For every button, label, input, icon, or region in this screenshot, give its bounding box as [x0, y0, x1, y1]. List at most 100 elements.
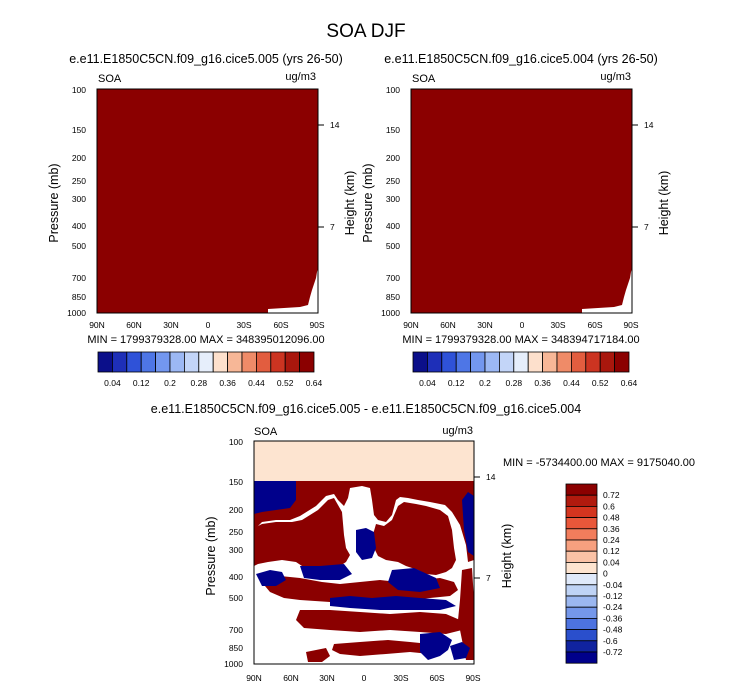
panel-1-colorbar-label: 0.12: [133, 378, 150, 388]
panel-2-title: e.e11.E1850C5CN.f09_g16.cice5.004 (yrs 2…: [384, 52, 658, 66]
panel-3-colorbar-label: -0.72: [603, 647, 623, 657]
panel-3-xtick: 30S: [393, 673, 408, 683]
panel-2-units-label: ug/m3: [600, 71, 631, 83]
panel-2-ylabel: Pressure (mb): [361, 163, 375, 242]
panel-1-colorbar-box: [255, 351, 272, 373]
panel-3-positive-region: [254, 498, 350, 570]
panel-2-colorbar-label: 0.44: [563, 378, 580, 388]
panel-2-colorbar-box: [484, 351, 500, 373]
panel-1-xticks: 90N 60N 30N 0 30S 60S 90S: [89, 320, 325, 330]
panel-3-positive-region: [306, 648, 330, 662]
panel-3-negative-region: [330, 596, 456, 610]
panel-3-colorbar-box: [565, 539, 598, 552]
panel-2-colorbar-box: [556, 351, 572, 373]
panel-3-colorbar-box: [565, 618, 598, 631]
panel-1-ylabel-right: Height (km): [343, 171, 357, 236]
panel-1-colorbar-box: [140, 351, 156, 373]
panel-1-title: e.e11.E1850C5CN.f09_g16.cice5.005 (yrs 2…: [69, 52, 343, 66]
panel-3-colorbar-box: [565, 651, 598, 664]
panel-3-colorbar-box: [565, 562, 598, 575]
panel-2-colorbar-label: 0.28: [506, 378, 523, 388]
panel-3-title: e.e11.E1850C5CN.f09_g16.cice5.005 - e.e1…: [151, 402, 581, 416]
panel-1-ytick: 200: [72, 153, 86, 163]
panel-3-plot-frame: [253, 440, 475, 665]
panel-3-colorbar-label: 0.36: [603, 524, 620, 534]
panel-1-ytick: 100: [72, 85, 86, 95]
panel-1-xtick: 90N: [89, 320, 105, 330]
panel-1-xtick: 30N: [163, 320, 179, 330]
panel-3-xtick: 90N: [246, 673, 262, 683]
panel-3-colorbar-label: 0.24: [603, 535, 620, 545]
panel-1-xtick: 60N: [126, 320, 142, 330]
panel-1-colorbar-box: [126, 351, 142, 373]
panel-3-xtick: 60N: [283, 673, 299, 683]
panel-1-colorbar-label: 0.36: [219, 378, 236, 388]
panel-1-colorbar-box: [299, 351, 315, 373]
panel-1-colorbar-label: 0.64: [306, 378, 323, 388]
panel-1-ytick: 400: [72, 221, 86, 231]
panel-3-colorbar-box: [565, 629, 598, 642]
panel-3-xtick: 60S: [429, 673, 444, 683]
panel-1-colorbar-box: [112, 351, 128, 373]
panel-2-ytick: 1000: [381, 308, 400, 318]
panel-2-colorbar-box: [470, 351, 486, 373]
panel-2-colorbar-box: [571, 351, 587, 373]
panel-2-xtick: 60S: [587, 320, 602, 330]
panel-1-colorbar-label: 0.2: [164, 378, 176, 388]
panel-2-ytick: 150: [386, 125, 400, 135]
panel-2-ytick: 200: [386, 153, 400, 163]
panel-3-colorbar-box: [565, 595, 598, 608]
panel-2-colorbar-box: [599, 351, 616, 373]
panel-1-xtick: 0: [206, 320, 211, 330]
panel-1-ytick: 300: [72, 194, 86, 204]
panel-3-colorbar-box: [565, 573, 598, 586]
panel-2-colorbar-box: [513, 351, 529, 373]
panel-2-min-max: MIN = 1799379328.00 MAX = 348394717184.0…: [402, 334, 639, 346]
panel-3-ytick-right: 7: [486, 573, 491, 583]
panel-1-ytick: 250: [72, 176, 86, 186]
figure-title: SOA DJF: [326, 21, 405, 42]
panel-2-colorbar-box: [498, 351, 515, 373]
panel-1-colorbar-box: [241, 351, 257, 373]
panel-2-xtick: 90N: [403, 320, 419, 330]
panel-1-yticks: 100 150 200 250 300 400 500 700 850 1000: [67, 85, 86, 318]
panel-3-ytick: 700: [229, 625, 243, 635]
panel-1-colorbar-box: [155, 351, 171, 373]
panel-2-colorbar-label: 0.64: [621, 378, 638, 388]
panel-2-colorbar-box: [455, 351, 472, 373]
panel-3-negative-region: [450, 642, 470, 660]
panel-1-plot-frame: [96, 88, 319, 314]
panel-3-colorbar-label: -0.24: [603, 602, 623, 612]
panel-3-positive-region: [458, 568, 474, 660]
panel-3-colorbar-box: [565, 550, 598, 563]
panel-3-ylabel: Pressure (mb): [204, 516, 218, 595]
panel-3-colorbar-box: [565, 483, 598, 496]
panel-3-negative-region: [356, 528, 376, 560]
panel-3-ytick: 200: [229, 505, 243, 515]
panel-3-colorbar-box: [565, 640, 598, 653]
panel-2-variable-label: SOA: [412, 73, 436, 85]
panel-1-units-label: ug/m3: [285, 71, 316, 83]
panel-3-xticks: 90N 60N 30N 0 30S 60S 90S: [246, 673, 481, 683]
panel-3-colorbar-label: 0.04: [603, 557, 620, 567]
panel-3-upper-band: [254, 441, 474, 481]
panel-1-colorbar-box: [183, 351, 200, 373]
panel-3-xtick: 90S: [465, 673, 480, 683]
panel-2-colorbar-label: 0.2: [479, 378, 491, 388]
panel-3-colorbar-box: [565, 517, 598, 530]
panel-3-ytick: 1000: [224, 659, 243, 669]
panel-1-colorbar-label: 0.52: [277, 378, 294, 388]
panel-3-colorbar-box: [565, 606, 598, 619]
panel-3-colorbar-label: -0.04: [603, 580, 623, 590]
panel-2-ytick: 500: [386, 241, 400, 251]
panel-2-xtick: 60N: [440, 320, 456, 330]
panel-3-colorbar-box: [565, 528, 598, 541]
panel-2-plot-frame: [410, 88, 633, 314]
panel-1-surface-corner: [268, 268, 318, 313]
panel-1-ytick: 500: [72, 241, 86, 251]
panel-1-field: [97, 89, 318, 313]
panel-1-colorbar-box: [97, 351, 113, 373]
panel-1-ytick: 850: [72, 292, 86, 302]
panel-2-xticks: 90N 60N 30N 0 30S 60S 90S: [403, 320, 639, 330]
panel-3-ytick: 500: [229, 593, 243, 603]
